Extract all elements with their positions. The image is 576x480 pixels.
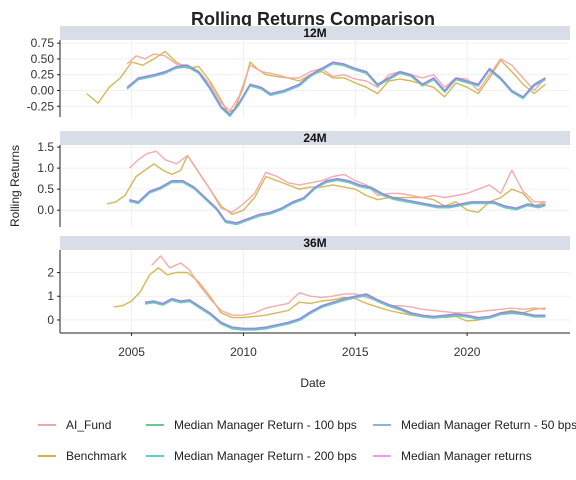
y-tick-label: 1 bbox=[47, 289, 54, 303]
facet-strip bbox=[60, 236, 570, 250]
facet-strip bbox=[60, 131, 570, 145]
series-line-ai-fund bbox=[128, 150, 546, 213]
facet-strip-label: 12M bbox=[303, 26, 326, 40]
legend-item-ai-fund: AI_Fund bbox=[38, 418, 111, 432]
facet-strip bbox=[60, 26, 570, 40]
legend-item-median-manager-return-200-bps: Median Manager Return - 200 bps bbox=[146, 449, 357, 463]
y-tick-label: 1.5 bbox=[37, 140, 54, 154]
series-line-median-manager-returns bbox=[126, 61, 546, 116]
legend-label: Median Manager Return - 50 bps bbox=[401, 418, 576, 432]
y-tick-label: -0.25 bbox=[27, 99, 55, 113]
facet-panel-12m: 12M -0.25 0.000.25 0.50 0.75 bbox=[27, 26, 570, 117]
y-tick-label: 0.0 bbox=[37, 203, 54, 217]
x-tick-label: 2015 bbox=[342, 345, 369, 359]
legend-label: AI_Fund bbox=[66, 418, 111, 432]
legend-item-median-manager-returns: Median Manager returns bbox=[373, 449, 532, 463]
y-tick-label: 0.25 bbox=[31, 68, 55, 82]
series-line-benchmark bbox=[86, 50, 546, 114]
legend-item-median-manager-return-100-bps: Median Manager Return - 100 bps bbox=[146, 418, 357, 432]
y-tick-label: 0.50 bbox=[31, 52, 55, 66]
legend-item-median-manager-return-50-bps: Median Manager Return - 50 bps bbox=[373, 418, 576, 432]
facet-panel-24m: 24M 0.0 0.5 1.0 1.5 bbox=[37, 131, 570, 227]
x-tick-label: 2005 bbox=[118, 345, 145, 359]
legend-item-benchmark: Benchmark bbox=[38, 449, 128, 463]
series-line-median-manager-return-50-bps bbox=[126, 62, 546, 116]
series-line-benchmark bbox=[106, 154, 546, 216]
facet-panel-36m: 36M 0 1 2 bbox=[47, 236, 570, 334]
y-tick-label: 0.5 bbox=[37, 182, 54, 196]
x-tick-label: 2020 bbox=[454, 345, 481, 359]
chart-title: Rolling Returns Comparison bbox=[191, 9, 435, 29]
y-tick-label: 0.75 bbox=[31, 36, 55, 50]
facet-strip-label: 36M bbox=[303, 236, 326, 250]
legend: AI_Fund Benchmark Median Manager Return - … bbox=[38, 418, 576, 463]
series-line-ai-fund bbox=[151, 255, 546, 316]
facet-strip-label: 24M bbox=[303, 131, 326, 145]
series-line-median-manager-returns bbox=[144, 293, 546, 329]
legend-label: Benchmark bbox=[66, 449, 128, 463]
facet-panels: 12M -0.25 0.000.25 0.50 0.75 24M 0.0 0.5 1.0 1.5 3… bbox=[27, 26, 570, 359]
legend-label: Median Manager Return - 100 bps bbox=[174, 418, 357, 432]
series-line-median-manager-returns bbox=[129, 177, 546, 224]
y-tick-label: 1.0 bbox=[37, 161, 54, 175]
y-tick-label: 0 bbox=[47, 313, 54, 327]
series-line-benchmark bbox=[113, 267, 546, 322]
legend-label: Median Manager Return - 200 bps bbox=[174, 449, 357, 463]
legend-label: Median Manager returns bbox=[401, 449, 532, 463]
y-tick-label: 2 bbox=[47, 266, 54, 280]
x-axis-title: Date bbox=[300, 376, 326, 390]
y-axis-title: Rolling Returns bbox=[8, 145, 22, 227]
x-tick-label: 2010 bbox=[230, 345, 257, 359]
series-line-median-manager-return-200-bps bbox=[144, 295, 546, 331]
series-line-median-manager-return-100-bps bbox=[126, 62, 546, 117]
y-tick-label: 0.00 bbox=[31, 83, 55, 97]
